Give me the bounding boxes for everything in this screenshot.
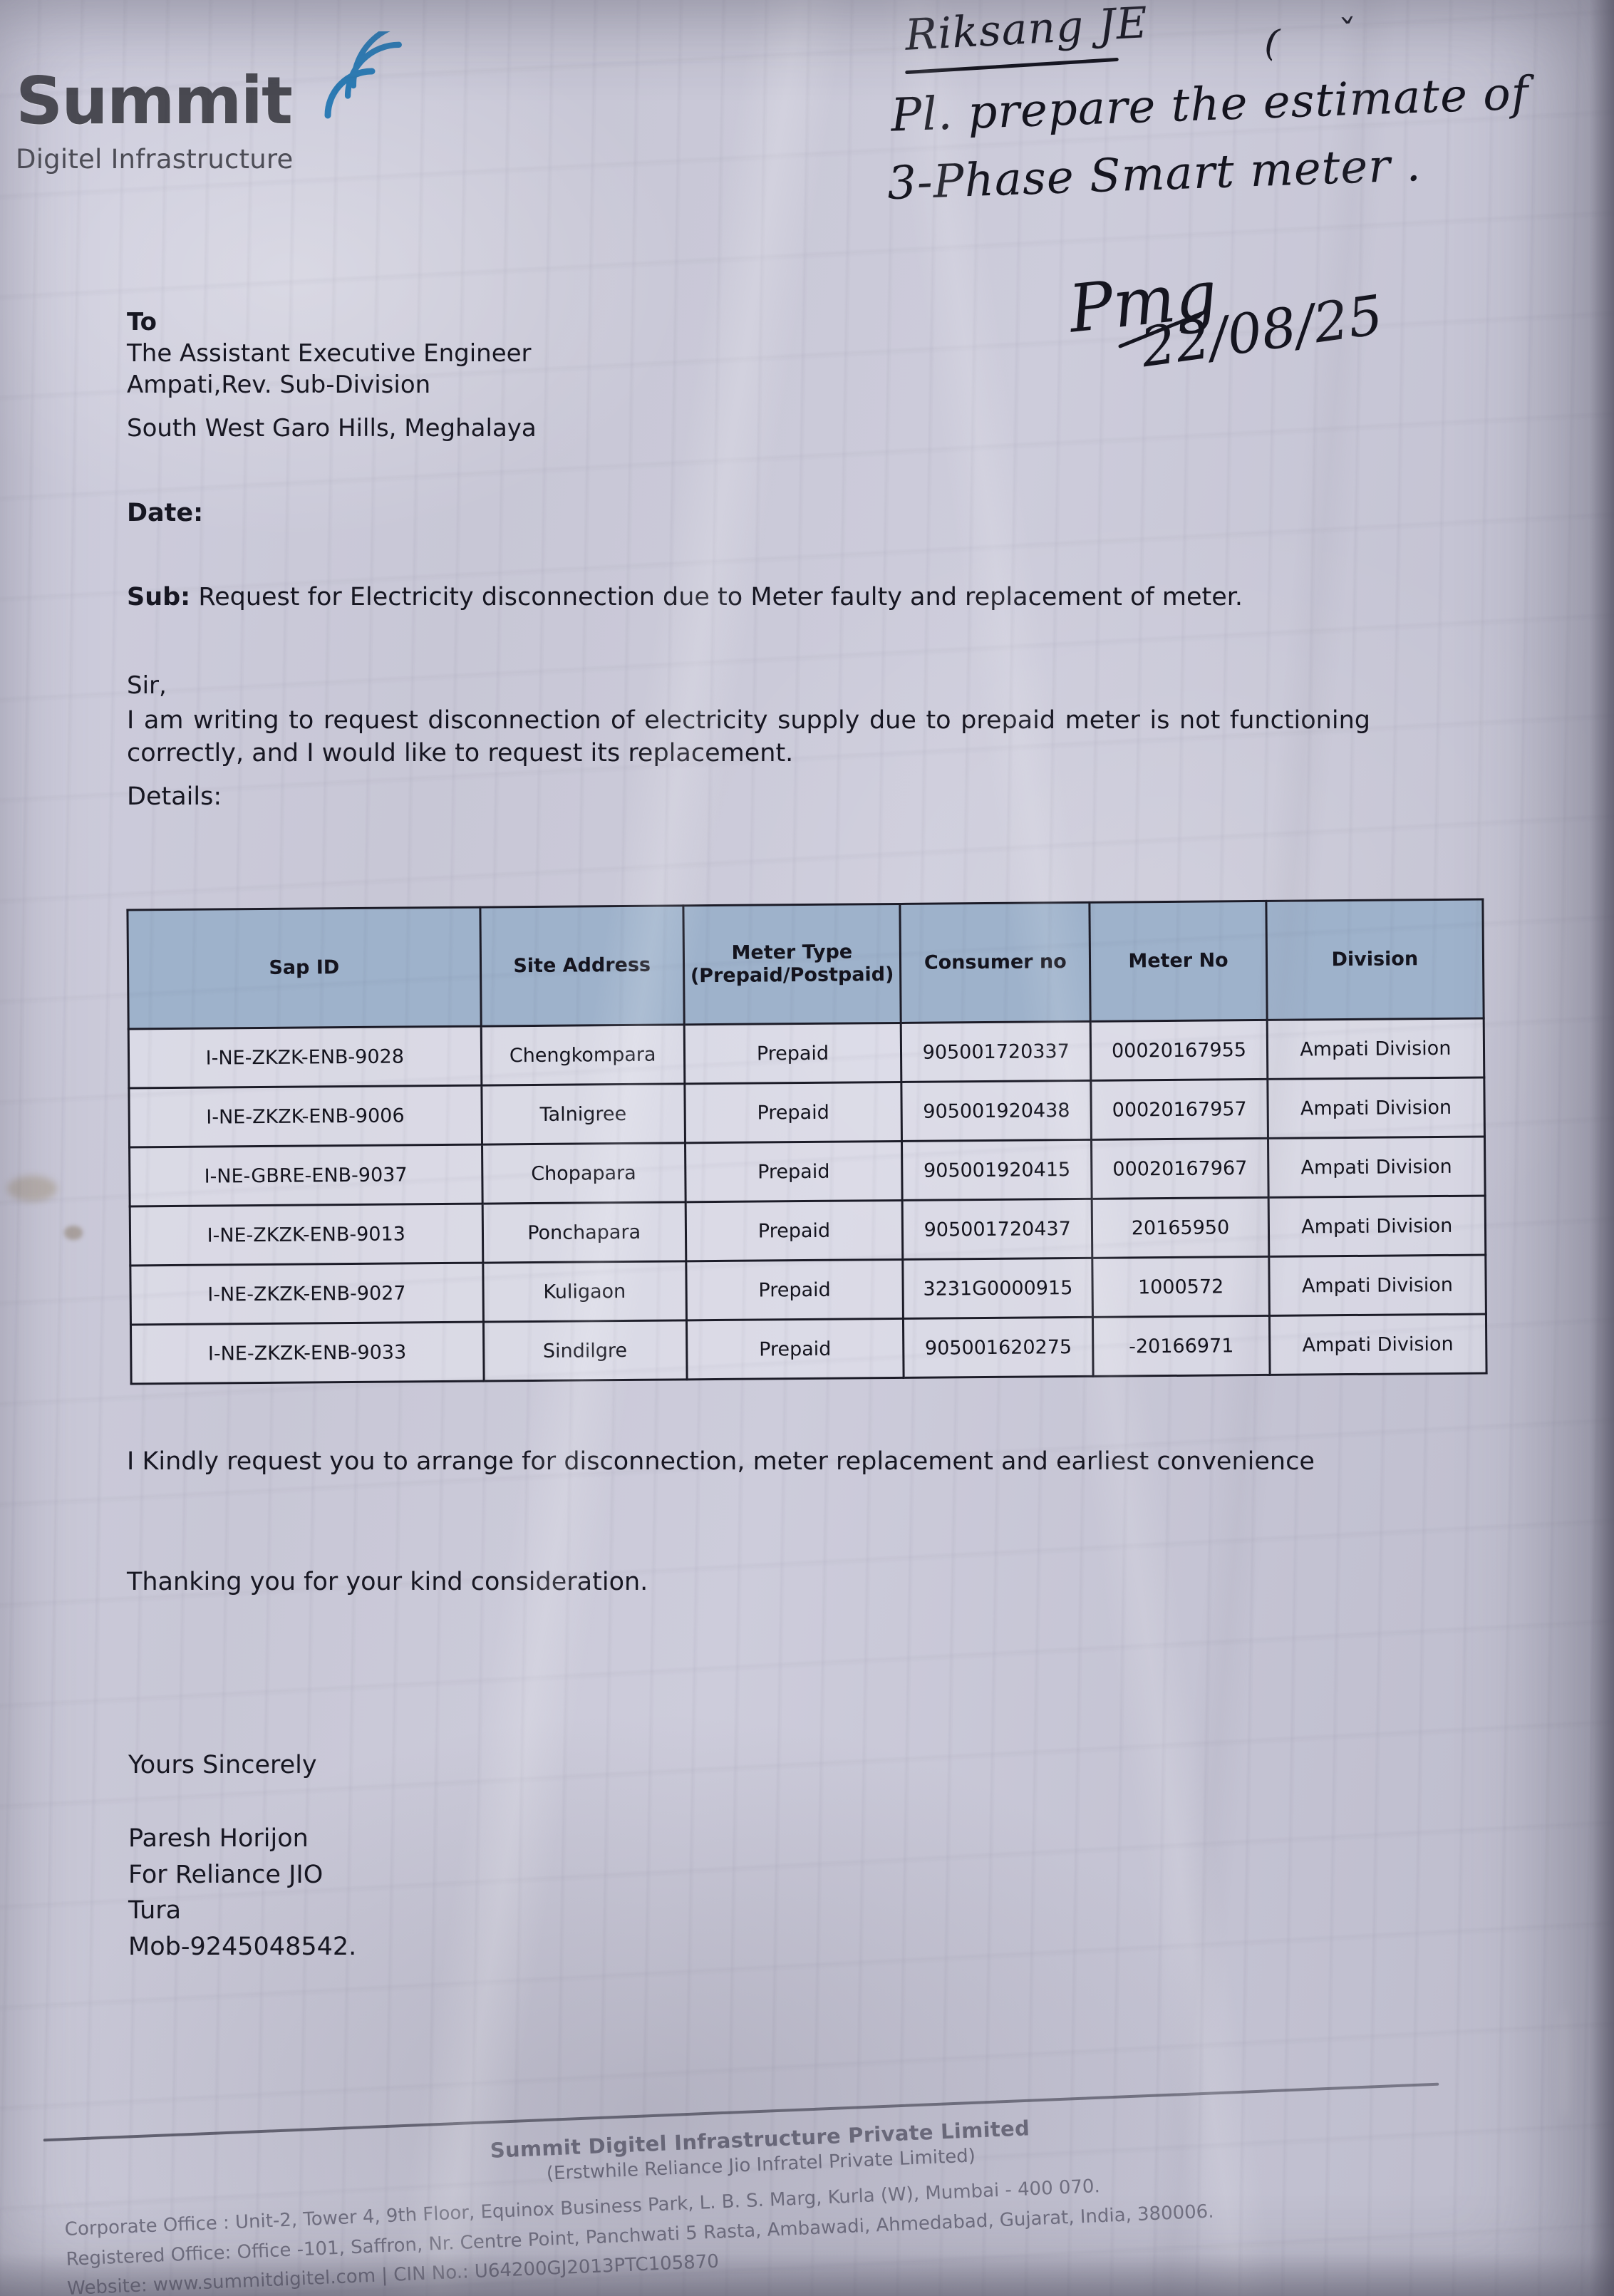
subject-label: Sub:	[127, 583, 191, 611]
handwritten-mark-right: ˇ	[1337, 11, 1361, 57]
cell-consumer-no: 905001620275	[903, 1317, 1094, 1378]
paper-smudge	[7, 1176, 57, 1201]
cell-site-address: Ponchapara	[482, 1201, 686, 1263]
handwritten-mark-left: (	[1259, 20, 1285, 66]
cell-meter-type: Prepaid	[685, 1200, 903, 1261]
signature-block: Yours Sincerely Paresh Horijon For Relia…	[128, 1747, 356, 1965]
subject-line: Sub: Request for Electricity disconnecti…	[127, 583, 1409, 611]
cell-consumer-no: 905001720337	[901, 1021, 1092, 1082]
cell-meter-type: Prepaid	[685, 1141, 903, 1202]
signer-place: Tura	[128, 1896, 182, 1925]
signer-name: Paresh Horijon	[128, 1824, 309, 1853]
cell-division: Ampati Division	[1268, 1137, 1486, 1198]
cell-meter-no: 00020167955	[1090, 1020, 1268, 1081]
cell-meter-no: 00020167957	[1091, 1079, 1268, 1140]
signer-organisation: For Reliance JIO	[128, 1860, 324, 1889]
cell-meter-no: 00020167967	[1091, 1138, 1268, 1199]
cell-division: Ampati Division	[1269, 1314, 1487, 1375]
company-logo: Summit Digitel Infrastructure	[16, 31, 415, 175]
logo-wordmark: Summit	[16, 63, 293, 139]
cell-meter-type: Prepaid	[684, 1023, 901, 1084]
cell-consumer-no: 905001920438	[901, 1080, 1092, 1142]
page-right-shadow	[1590, 0, 1614, 2296]
handwritten-underline	[905, 57, 1119, 75]
recipient-line-3: South West Garo Hills, Meghalaya	[127, 413, 537, 443]
closing-salutation: Yours Sincerely	[128, 1751, 317, 1779]
cell-meter-no: -20166971	[1092, 1315, 1270, 1377]
paper-smudge	[64, 1226, 83, 1240]
cell-sap-id: I-NE-ZKZK-ENB-9028	[128, 1026, 482, 1088]
details-label: Details:	[127, 782, 222, 811]
page-footer: Summit Digitel Infrastructure Private Li…	[62, 2098, 1464, 2296]
cell-meter-no: 1000572	[1092, 1256, 1270, 1318]
wifi-arc-icon	[324, 31, 402, 119]
cell-division: Ampati Division	[1266, 1018, 1484, 1080]
cell-meter-type: Prepaid	[686, 1318, 904, 1380]
salutation: Sir,	[127, 671, 167, 700]
column-header-consumer-no: Consumer no	[900, 902, 1091, 1023]
cell-division: Ampati Division	[1267, 1077, 1485, 1139]
cell-division: Ampati Division	[1268, 1255, 1486, 1316]
body-paragraph-1: I am writing to request disconnection of…	[127, 706, 1370, 768]
cell-site-address: Kuligaon	[482, 1261, 687, 1323]
column-header-site-address: Site Address	[480, 905, 685, 1027]
column-header-sap-id: Sap ID	[127, 907, 481, 1029]
cell-sap-id: I-NE-ZKZK-ENB-9006	[128, 1085, 482, 1147]
meter-type-line2: (Prepaid/Postpaid)	[690, 963, 894, 988]
subject-text: Request for Electricity disconnection du…	[198, 583, 1243, 611]
column-header-meter-type: Meter Type (Prepaid/Postpaid)	[683, 904, 901, 1025]
handwritten-instruction-line1: Pl. prepare the estimate of	[889, 67, 1530, 143]
column-header-division: Division	[1266, 899, 1484, 1020]
table-row: I-NE-GBRE-ENB-9037 Chopapara Prepaid 905001…	[129, 1137, 1486, 1206]
recipient-address-block: To The Assistant Executive Engineer Ampa…	[127, 306, 982, 444]
meter-type-line1: Meter Type	[731, 941, 853, 964]
signer-mobile: Mob-9245048542.	[128, 1933, 357, 1961]
table-row: I-NE-ZKZK-ENB-9006 Talnigree Prepaid 905001…	[128, 1077, 1485, 1147]
recipient-line-1: The Assistant Executive Engineer	[127, 339, 532, 368]
handwritten-addressee: Riksang JE	[904, 0, 1149, 61]
column-header-meter-no: Meter No	[1090, 901, 1267, 1022]
table-row: I-NE-ZKZK-ENB-9027 Kuligaon Prepaid 3231G00…	[130, 1255, 1486, 1325]
cell-meter-type: Prepaid	[686, 1259, 904, 1320]
cell-sap-id: I-NE-ZKZK-ENB-9033	[130, 1322, 484, 1384]
table-row: I-NE-ZKZK-ENB-9033 Sindilgre Prepaid 905001…	[130, 1314, 1487, 1384]
cell-meter-no: 20165950	[1092, 1197, 1269, 1258]
paper-edge-highlight	[1557, 2010, 1571, 2116]
cell-meter-type: Prepaid	[684, 1082, 902, 1143]
date-label: Date:	[127, 499, 204, 527]
to-label: To	[127, 308, 157, 336]
cell-site-address: Sindilgre	[482, 1320, 687, 1382]
body-paragraph-2: I Kindly request you to arrange for disc…	[127, 1447, 1315, 1476]
table-header-row: Sap ID Site Address Meter Type (Prepaid/…	[127, 899, 1484, 1029]
cell-consumer-no: 905001720437	[902, 1199, 1093, 1260]
thanks-line: Thanking you for your kind consideration…	[127, 1568, 648, 1596]
table-row: I-NE-ZKZK-ENB-9028 Chengkompara Prepaid 905…	[128, 1018, 1484, 1088]
cell-site-address: Talnigree	[481, 1083, 686, 1145]
handwritten-instruction-line2: 3-Phase Smart meter .	[886, 138, 1422, 211]
recipient-line-2: Ampati,Rev. Sub-Division	[127, 371, 431, 400]
cell-sap-id: I-NE-GBRE-ENB-9037	[129, 1144, 482, 1206]
cell-division: Ampati Division	[1268, 1196, 1486, 1257]
cell-consumer-no: 3231G0000915	[902, 1258, 1093, 1319]
cell-site-address: Chengkompara	[480, 1024, 685, 1086]
cell-sap-id: I-NE-ZKZK-ENB-9027	[130, 1263, 483, 1325]
meter-details-table-wrapper: Sap ID Site Address Meter Type (Prepaid/…	[126, 898, 1488, 1385]
meter-details-table: Sap ID Site Address Meter Type (Prepaid/…	[126, 898, 1488, 1385]
cell-sap-id: I-NE-ZKZK-ENB-9013	[130, 1204, 483, 1266]
logo-tagline: Digitel Infrastructure	[16, 144, 294, 175]
cell-site-address: Chopapara	[482, 1142, 686, 1204]
cell-consumer-no: 905001920415	[901, 1139, 1092, 1201]
table-row: I-NE-ZKZK-ENB-9013 Ponchapara Prepaid 90500…	[130, 1196, 1486, 1266]
